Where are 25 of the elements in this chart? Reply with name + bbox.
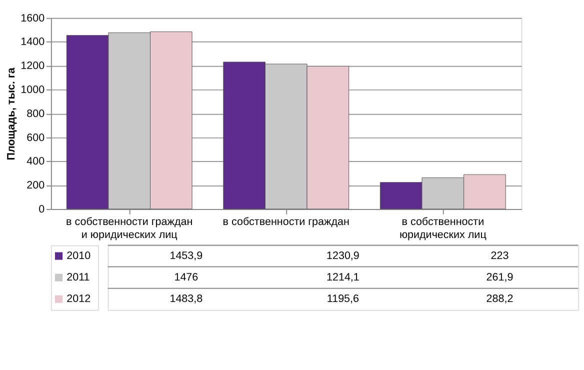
data-label: 261,9 (486, 272, 514, 284)
x-tick-label: в собственности граждан и юридических лиц (66, 216, 193, 241)
data-label: 1476 (174, 272, 198, 284)
y-tick-label: 1400 (20, 36, 45, 48)
x-tick-label: в собственности юридических лиц (399, 216, 486, 241)
y-tick-label: 1600 (20, 12, 45, 24)
data-label: 1230,9 (326, 250, 360, 262)
legend-label: 2012 (66, 293, 91, 306)
y-tick-label: 600 (26, 132, 45, 144)
y-axis-title: Площадь, тыс. га (6, 66, 18, 160)
data-label: 1195,6 (326, 293, 360, 306)
data-label: 1214,1 (326, 272, 360, 284)
legend-label: 2011 (66, 272, 90, 284)
y-tick-label: 400 (26, 156, 45, 168)
y-tick-label: 1000 (20, 84, 45, 96)
data-label: 1453,9 (170, 250, 203, 262)
y-tick-label: 1200 (20, 60, 45, 72)
y-tick-label: 0 (38, 203, 45, 216)
data-label: 1483,8 (170, 293, 203, 306)
legend-label: 2010 (66, 250, 91, 262)
y-tick-label: 800 (26, 108, 45, 120)
data-label: 223 (490, 250, 509, 262)
y-tick-label: 200 (26, 180, 45, 192)
x-tick-label: в собственности граждан (222, 216, 350, 228)
data-label: 288,2 (486, 293, 514, 306)
